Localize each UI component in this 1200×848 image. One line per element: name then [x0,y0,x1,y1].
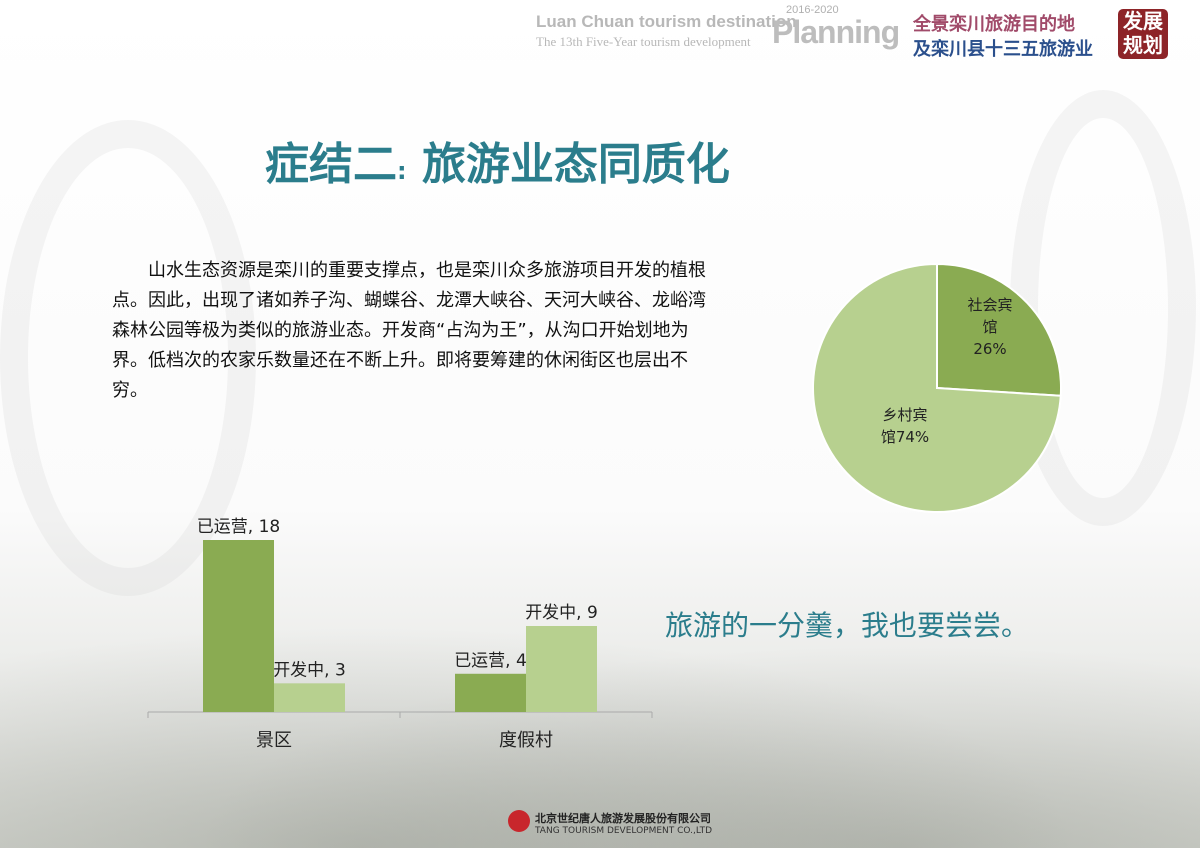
footer-company-en: TANG TOURISM DEVELOPMENT CO.,LTD [535,826,713,836]
pie-data-label: 26% [973,340,1006,358]
badge-line1: 发展 [1123,9,1163,33]
header-en-line1: Luan Chuan tourism destination [536,12,797,31]
bar-data-label: 已运营, 4 [454,651,527,671]
body-paragraph: 山水生态资源是栾川的重要支撑点，也是栾川众多旅游项目开发的植根点。因此，出现了诸… [112,260,706,401]
company-logo [508,810,530,832]
pie-label: 馆74% [881,428,929,446]
pie-slice [936,262,1062,397]
bar [203,540,274,712]
header-years: 2016-2020 [786,4,839,16]
title-colon: : [397,157,407,185]
header-badge: 发展 规划 [1118,9,1168,59]
bar-data-label: 开发中, 3 [273,660,346,680]
pie-label: 乡村宾 [882,406,927,424]
header-cn-line2: 及栾川县十三五旅游业 [913,39,1093,60]
title-part1: 症结二 [265,139,397,190]
header-planning: Planning [772,14,900,50]
slogan: 旅游的一分羹，我也要尝尝。 [665,609,1030,642]
bar-data-label: 已运营, 18 [197,517,280,537]
x-tick-label: 度假村 [499,730,553,751]
page-title: 症结二: 旅游业态同质化 [265,128,730,192]
background-mountains [0,588,1200,848]
bar [455,673,526,712]
pie-label: 社会宾 [967,296,1012,314]
header-cn-line1: 全景栾川旅游目的地 [913,14,1075,35]
badge-line2: 规划 [1123,33,1163,57]
pie-label: 馆 [982,318,997,336]
x-tick-label: 景区 [256,730,292,751]
title-part2: 旅游业态同质化 [421,139,730,190]
bar [274,683,345,712]
footer-company-cn: 北京世纪唐人旅游发展股份有限公司 [535,812,711,825]
bar [526,626,597,712]
bar-data-label: 开发中, 9 [525,603,598,623]
header-en-line2: The 13th Five-Year tourism development [536,34,751,49]
pie-slice [812,262,1062,513]
